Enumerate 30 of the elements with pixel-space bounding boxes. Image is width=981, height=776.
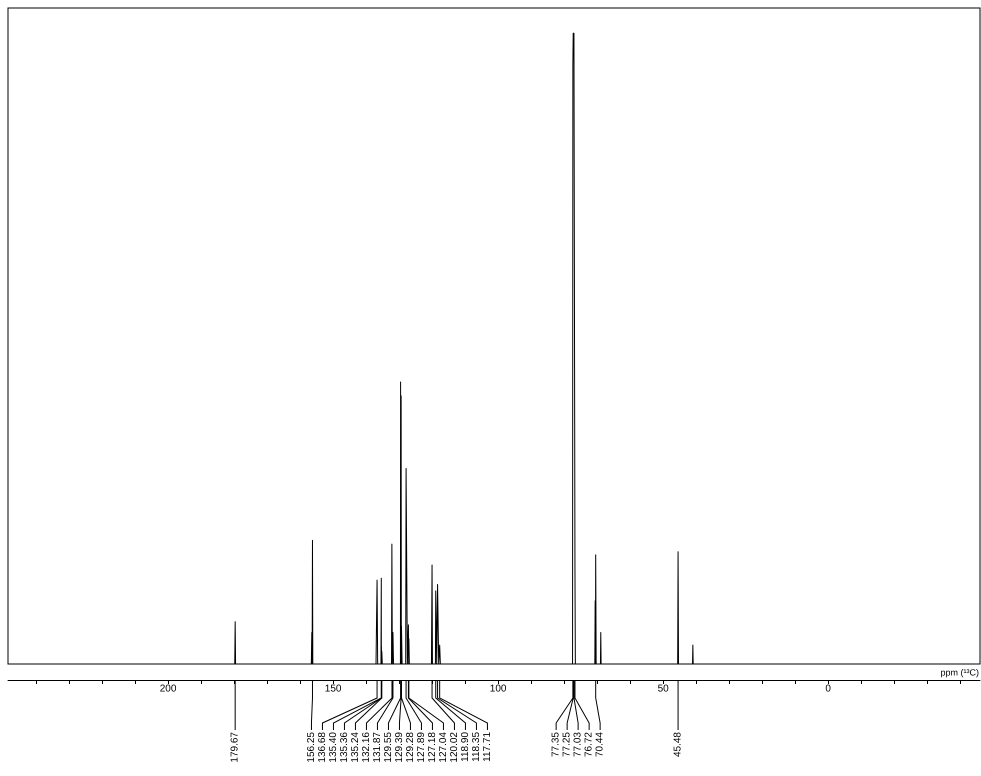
annotation: 45.48 [672,732,684,758]
annotation: 129.39 [394,732,405,763]
annotation: 118.35 [470,732,482,762]
annotation: 77.25 [562,732,573,758]
annotation: 156.25 [306,732,317,763]
x-axis-title: ppm (¹³C) [940,668,980,678]
x-tick-label: 100 [490,684,507,694]
annotation: 117.71 [482,732,493,762]
annotation: 131.87 [372,732,383,763]
annotation: 120.02 [448,732,460,763]
annotation: 127.89 [416,732,427,763]
annotation: 76.72 [584,732,595,758]
annotation: 127.04 [438,732,449,763]
annotation: 70.44 [594,732,606,758]
x-tick-label: 150 [324,684,342,694]
annotation: 132.16 [360,732,372,763]
x-tick-label: 0 [825,684,832,694]
annotation: 179.67 [230,732,241,763]
annotation: 127.18 [426,732,438,763]
annotation: 136.68 [316,732,328,763]
annotation: 135.40 [328,732,339,763]
annotation: 129.55 [382,732,394,763]
annotation: 135.24 [350,732,361,763]
annotation: 77.03 [572,732,584,758]
x-tick-label: 50 [658,684,670,694]
annotation: 135.36 [338,732,350,763]
x-tick-label: 200 [160,684,177,694]
annotation: 118.90 [460,732,471,762]
annotation: 129.28 [404,732,416,763]
annotation: 77.35 [550,732,562,758]
